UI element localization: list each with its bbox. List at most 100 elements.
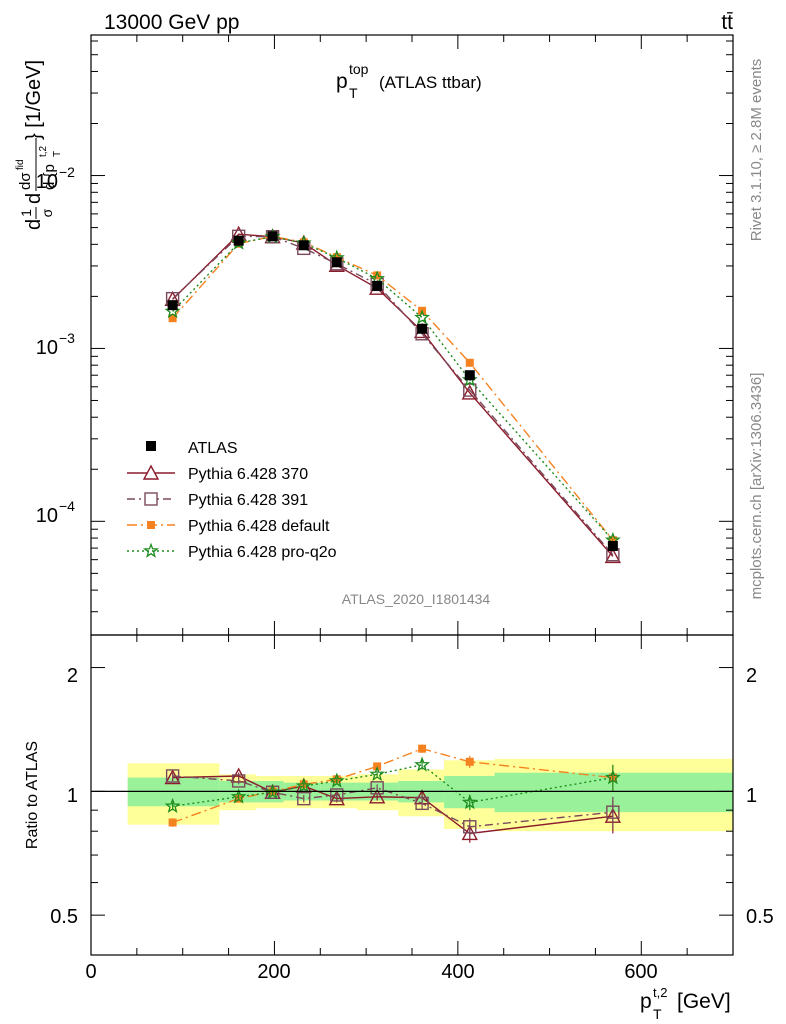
y-label-frac1-den: σ	[39, 208, 55, 217]
main-series-point	[463, 383, 477, 397]
reference-data-point	[607, 540, 618, 551]
y-label-close: } [1/GeV]	[23, 60, 45, 140]
ratio-series-point	[164, 769, 181, 785]
title-sup: top	[349, 61, 369, 77]
x-label-sup: t,2	[653, 985, 667, 1000]
legend-entry-391: Pythia 6.428 391	[127, 492, 308, 509]
ratio-tick-label-left: 1	[67, 785, 78, 807]
legend-entry-370: Pythia 6.428 370	[127, 464, 308, 483]
x-tick-labels: 0 200 400 600	[85, 961, 657, 983]
main-series-point	[332, 253, 341, 262]
legend-label: Pythia 6.428 391	[188, 492, 308, 509]
reference-data-point	[417, 323, 428, 334]
analysis-watermark: ATLAS_2020_I1801434	[342, 591, 491, 607]
title-rest: (ATLAS ttbar)	[379, 73, 482, 92]
main-series-line	[172, 235, 614, 541]
main-series	[164, 225, 622, 564]
ratio-series-point	[328, 772, 345, 788]
plot-title: p T top (ATLAS ttbar)	[336, 61, 482, 101]
y-label-frac2-num-sup: fid	[15, 159, 26, 170]
x-tick-label: 400	[441, 961, 474, 983]
ratio-y-axis-label: Ratio to ATLAS	[24, 741, 41, 849]
main-y-axis-label: d 1 σ d dσ fid d {p T t,2 } [1/GeV]	[15, 60, 63, 230]
legend-label: Pythia 6.428 default	[188, 518, 330, 535]
legend: ATLAS Pythia 6.428 370 Pythia 6.428 391 …	[127, 440, 337, 561]
main-series-point	[373, 271, 382, 280]
ratio-series-point	[165, 769, 180, 783]
y-label-frac2-num: dσ	[17, 172, 34, 190]
legend-entry-default: Pythia 6.428 default	[127, 518, 330, 535]
x-tick-label: 600	[624, 961, 657, 983]
y-label-frac2-den: d {p	[41, 164, 58, 190]
y-tick-exponent: −2	[59, 164, 75, 180]
reference-data-point	[298, 240, 309, 251]
ratio-series-point	[461, 794, 478, 810]
ratio-series-point	[370, 781, 384, 795]
title-sub: T	[349, 85, 358, 101]
main-series-line	[172, 235, 614, 556]
ratio-series-point	[463, 820, 477, 834]
x-tick-label: 0	[85, 961, 96, 983]
ratio-series-point	[168, 818, 177, 827]
legend-marker-square-open	[144, 492, 158, 506]
ratio-series-point	[606, 805, 620, 819]
reference-data-point	[372, 280, 383, 291]
reference-data-point	[331, 257, 342, 268]
y-tick-label: 10	[36, 505, 58, 527]
ratio-series-point	[330, 788, 344, 802]
main-series-point	[414, 309, 431, 325]
x-axis-label: p T t,2 [GeV]	[640, 985, 731, 1022]
x-label-sub: T	[653, 1006, 662, 1022]
ratio-series-point	[369, 765, 386, 782]
energy-label: 13000 GeV pp	[104, 11, 239, 34]
title-main: p	[336, 70, 348, 93]
ratio-series-point	[231, 774, 246, 788]
legend-label: ATLAS	[188, 440, 238, 457]
ratio-series-point	[604, 769, 621, 785]
legend-marker-triangle	[142, 464, 160, 480]
y-label-prefix: d	[23, 219, 45, 230]
ratio-tick-label-left: 2	[67, 665, 78, 687]
y-label-d: d	[23, 193, 45, 204]
main-y-tick-labels: 10 −2 10 −3 10 −4	[36, 164, 75, 527]
main-series-point	[461, 384, 478, 400]
axis-ticks	[90, 35, 734, 955]
ratio-series-line	[172, 747, 613, 824]
y-label-frac2-den-sub: T	[52, 151, 63, 157]
ratio-tick-label-right: 0.5	[746, 906, 774, 928]
ratio-y-tick-labels: 2 1 0.5 2 1 0.5	[50, 665, 774, 928]
ratio-series-point	[297, 791, 311, 806]
process-label: tt̄	[721, 11, 733, 34]
reference-data-point	[464, 370, 475, 381]
y-label-frac1-num: 1	[18, 209, 34, 217]
ratio-series-point	[328, 790, 345, 806]
x-label-main: p	[640, 990, 652, 1013]
ratio-series-point	[164, 797, 181, 813]
x-label-unit: [GeV]	[677, 990, 731, 1013]
ratio-series-point	[230, 788, 247, 804]
y-label-frac2-den-sup: t,2	[38, 145, 49, 157]
legend-marker-square-filled	[147, 521, 155, 529]
ratio-series-point	[415, 796, 429, 811]
ratio-series-point	[368, 788, 386, 804]
ratio-tick-label-right: 1	[746, 785, 757, 807]
y-tick-exponent: −4	[59, 498, 75, 514]
reference-data-point	[267, 231, 278, 242]
ratio-series-point	[418, 744, 427, 753]
main-series-point	[168, 314, 177, 323]
mcplots-label: mcplots.cern.ch [arXiv:1306.3436]	[748, 373, 765, 600]
main-series-point	[465, 358, 474, 367]
ratio-tick-label-left: 0.5	[50, 906, 78, 928]
reference-data-point	[167, 300, 178, 311]
y-tick-exponent: −3	[59, 330, 75, 346]
rivet-label: Rivet 3.1.10, ≥ 2.8M events	[748, 59, 765, 242]
legend-label: Pythia 6.428 370	[188, 466, 308, 483]
reference-data-point	[233, 235, 244, 246]
legend-marker-star	[143, 542, 159, 558]
legend-entry-atlas: ATLAS	[146, 440, 238, 457]
ratio-series-point	[414, 756, 431, 772]
legend-label: Pythia 6.428 pro-q2o	[188, 544, 337, 561]
ratio-series-point	[465, 757, 474, 766]
legend-entry-pro-q2o: Pythia 6.428 pro-q2o	[127, 542, 337, 561]
